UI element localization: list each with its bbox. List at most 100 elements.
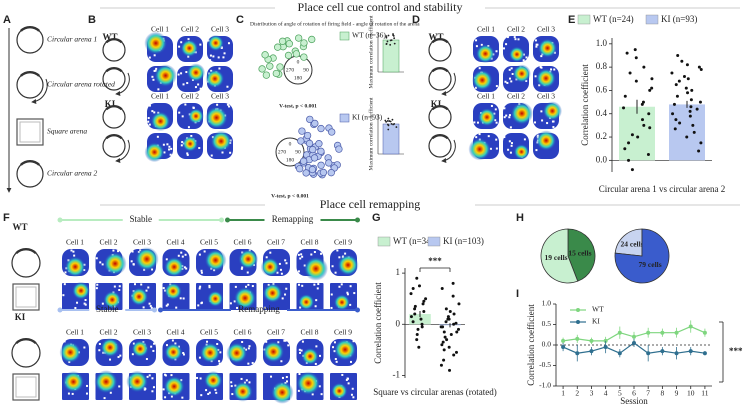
label: Cell 5 <box>200 328 218 337</box>
label: 180 <box>286 157 295 163</box>
dot <box>387 34 390 37</box>
rate-map-gap <box>98 349 101 352</box>
rate-map-gap <box>231 393 234 396</box>
rate-map-field <box>303 256 328 281</box>
rate-map-field <box>262 340 285 363</box>
rate-map-gap <box>131 353 134 356</box>
rate-map-gap <box>212 55 215 58</box>
dot <box>420 325 424 329</box>
dot <box>411 286 415 290</box>
rate-map-gap <box>297 253 300 256</box>
rate-map-gap <box>119 354 122 357</box>
rate-map-field <box>207 290 224 307</box>
rate-map-gap <box>192 106 195 109</box>
rate-map-gap <box>284 339 287 342</box>
dot <box>413 304 417 308</box>
rate-map-gap <box>494 108 497 111</box>
polar-dot <box>308 165 317 174</box>
rate-map-gap <box>62 294 65 297</box>
dot <box>646 153 650 157</box>
rate-map-gap <box>83 346 86 349</box>
rate-map-field <box>94 370 118 394</box>
rotation-arrow <box>115 72 130 97</box>
rate-map-gap <box>534 39 537 42</box>
polar-dot <box>295 34 303 42</box>
rate-map-gap <box>151 75 154 78</box>
label: KI <box>15 312 26 322</box>
axis-label: Correlation coefficient <box>580 64 590 146</box>
polar-dot <box>300 157 308 165</box>
rate-map-gap <box>148 123 151 126</box>
rate-map-gap <box>197 83 200 86</box>
rate-map-gap <box>101 263 104 266</box>
rate-map-gap <box>181 396 184 399</box>
rate-map-field <box>262 283 283 303</box>
dot <box>446 315 450 319</box>
label: Circular arena 1 <box>47 35 97 44</box>
rate-map-field <box>333 338 357 361</box>
dot <box>452 312 456 316</box>
rate-map-gap <box>180 41 183 44</box>
x-tick-label: 10 <box>687 389 695 398</box>
dot <box>672 102 676 106</box>
label: Cell 1 <box>151 25 169 34</box>
dot <box>451 294 455 298</box>
rate-map-gap <box>473 121 476 124</box>
polar-dot <box>319 168 328 177</box>
rate-map-gap <box>164 396 167 399</box>
dot <box>674 118 678 122</box>
rate-map-gap <box>340 283 343 286</box>
arena-cue <box>105 67 123 73</box>
rate-map-gap <box>208 391 211 394</box>
rate-map-gap <box>153 54 156 57</box>
dot <box>674 83 678 87</box>
rate-map-gap <box>495 138 498 141</box>
rate-map-gap <box>112 249 115 252</box>
rate-map-gap <box>74 307 77 310</box>
rate-map-gap <box>152 78 155 81</box>
rate-map-gap <box>208 284 211 287</box>
arena-cue <box>15 248 37 255</box>
rate-map-gap <box>509 126 512 129</box>
dot <box>416 327 420 331</box>
rotation-arrow <box>31 78 48 105</box>
polar-dot <box>296 165 304 173</box>
dot <box>439 363 443 367</box>
rate-map-gap <box>508 114 511 117</box>
arena-cue <box>431 105 449 111</box>
rate-map-gap <box>234 285 237 288</box>
label: Circular arena rotated <box>47 80 115 89</box>
rate-map-field <box>337 254 359 276</box>
phase-end <box>158 307 163 313</box>
rate-map-field <box>475 44 495 64</box>
rate-map-gap <box>103 397 106 400</box>
rate-map-gap <box>534 75 537 78</box>
dot <box>440 343 444 347</box>
dot <box>442 358 446 362</box>
dot <box>628 71 632 75</box>
rate-map-gap <box>140 283 143 286</box>
rate-map-gap <box>157 88 160 91</box>
rate-map-gap <box>146 375 149 378</box>
rate-map-gap <box>63 283 66 286</box>
dot <box>697 149 701 153</box>
rate-map-field <box>100 337 120 358</box>
rate-map-gap <box>283 339 286 342</box>
rate-map-gap <box>335 360 338 363</box>
rate-map-field <box>207 34 224 52</box>
dot <box>688 114 692 118</box>
label: Cell 8 <box>300 238 318 247</box>
rate-map-gap <box>206 340 209 343</box>
polar-dot <box>262 71 271 79</box>
rate-map-gap <box>118 289 121 291</box>
x-tick-label: 1 <box>561 389 565 398</box>
x-tick-label: 8 <box>660 389 664 398</box>
rate-map-gap <box>336 249 339 252</box>
label: Cell 3 <box>133 328 151 337</box>
rate-map-gap <box>117 250 120 253</box>
rate-map-gap <box>150 345 153 348</box>
rotation-arrow <box>441 139 456 164</box>
dot <box>390 122 393 125</box>
rate-map-field <box>163 375 185 397</box>
rate-map-gap <box>517 38 520 41</box>
